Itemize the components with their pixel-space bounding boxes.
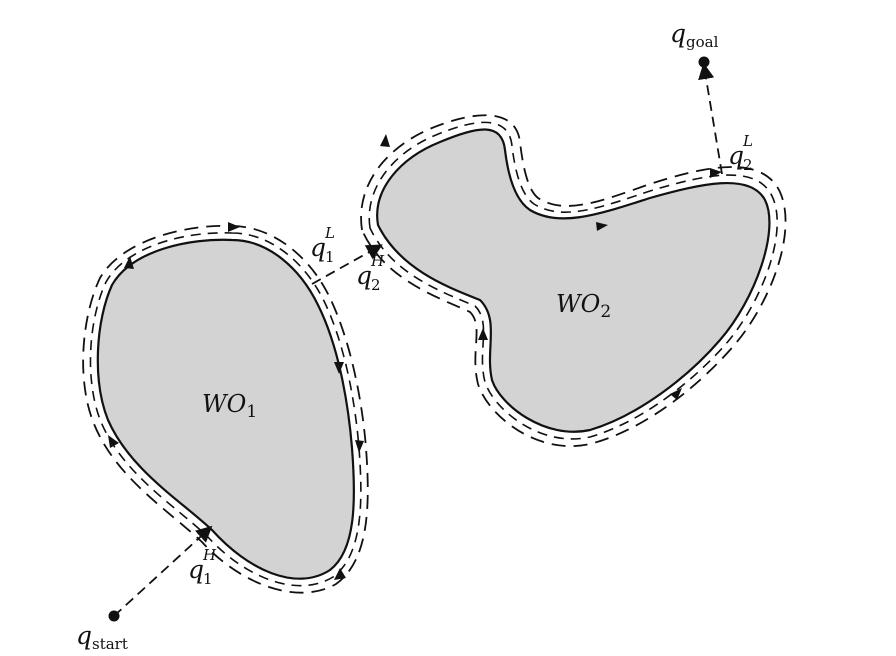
obstacle-1-shape [96,238,356,580]
svg-text:q: q [310,233,326,262]
arrow-marker [108,435,119,448]
obstacle-1-path-outer [82,224,369,594]
q-start-label: qstart [76,621,128,653]
arrow-marker [355,440,364,453]
start-to-hit1-line [113,525,213,617]
svg-text:q: q [188,555,204,584]
obstacle-2-path-outer [360,114,787,447]
svg-text:q: q [356,261,372,290]
q2-leave-label: q L 2 [728,132,753,174]
q-goal-label: qgoal [670,19,719,51]
q1-leave-label: q L 1 [310,224,335,266]
svg-text:H: H [370,252,385,270]
svg-text:q: q [728,141,744,170]
svg-text:1: 1 [325,248,335,266]
obstacle-2-shape [376,128,771,433]
arrow-marker [710,168,722,178]
svg-text:L: L [324,224,335,242]
arrow-marker [596,222,608,231]
q1-hit-label: q H 1 [188,546,217,588]
svg-text:2: 2 [371,276,381,294]
q2-hit-label: q H 2 [356,252,385,294]
arrow-marker [670,388,682,400]
arrow-marker [124,256,134,269]
arrow-marker [478,328,488,340]
start-point [108,610,120,622]
arrow-marker [228,222,240,232]
svg-text:H: H [202,546,217,564]
leave1-to-hit2-line [311,244,383,285]
svg-text:2: 2 [743,156,753,174]
svg-text:L: L [742,132,753,150]
arrow-marker [334,362,344,374]
obstacle-1-path-inner [89,232,362,587]
svg-text:1: 1 [203,570,213,588]
obstacle-2-label: WO2 [556,290,611,322]
arrow-marker [334,568,346,580]
obstacle-1-label: WO1 [202,390,257,422]
arrow-marker [380,134,390,147]
goal-point [698,56,710,68]
leave2-to-goal-line [698,62,723,175]
obstacle-2-path-inner [368,121,779,440]
